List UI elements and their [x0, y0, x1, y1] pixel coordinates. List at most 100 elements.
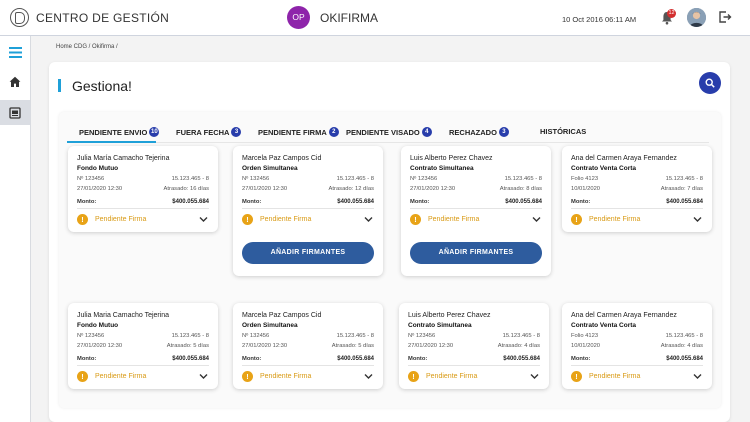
chevron-down-icon[interactable]: [532, 216, 541, 223]
amount-value: $400.055.684: [172, 199, 209, 205]
request-card[interactable]: Luis Alberto Perez Chavez Contrato Simul…: [401, 146, 551, 276]
request-card[interactable]: Ana del Carmen Araya Fernandez Contrato …: [562, 146, 712, 232]
signer-name: Ana del Carmen Araya Fernandez: [571, 312, 677, 319]
document-type: Orden Simultanea: [242, 165, 298, 172]
tab-label: HISTÓRICAS: [540, 127, 587, 136]
signer-rut: 15.123.465 - 8: [502, 333, 540, 339]
logout-icon[interactable]: [718, 10, 732, 24]
request-card[interactable]: Marcela Paz Campos Cid Orden Simultanea …: [233, 146, 383, 276]
org-avatar[interactable]: OP: [287, 6, 310, 29]
amount-label: Monto:: [571, 356, 591, 362]
amount-value: $400.055.684: [337, 199, 374, 205]
add-signers-button[interactable]: AÑADIR FIRMANTES: [242, 242, 374, 264]
chevron-down-icon[interactable]: [364, 216, 373, 223]
chevron-down-icon[interactable]: [530, 373, 539, 380]
tab-pendiente-envio[interactable]: PENDIENTE ENVIO 10: [79, 127, 160, 137]
delay-text: Atrasado: 4 días: [497, 343, 540, 349]
alert-icon: !: [77, 371, 88, 382]
alert-icon: !: [77, 214, 88, 225]
tab-label: FUERA FECHA: [176, 127, 230, 137]
delay-text: Atrasado: 8 días: [499, 186, 542, 192]
amount-value: $400.055.684: [666, 199, 703, 205]
document-number: Nº 132456: [242, 176, 270, 182]
chevron-down-icon[interactable]: [364, 373, 373, 380]
chevron-down-icon[interactable]: [199, 216, 208, 223]
chevron-down-icon[interactable]: [693, 216, 702, 223]
delay-text: Atrasado: 5 días: [331, 343, 374, 349]
signer-rut: 15.123.465 - 8: [504, 176, 542, 182]
tab-count-badge: 10: [149, 127, 160, 137]
amount-label: Monto:: [571, 199, 591, 205]
document-type: Fondo Mutuo: [77, 165, 119, 172]
amount-label: Monto:: [77, 356, 97, 362]
tab-rechazado[interactable]: RECHAZADO 3: [449, 127, 509, 137]
alert-icon: !: [410, 214, 421, 225]
status-text: Pendiente Firma: [589, 216, 641, 223]
card-divider: [571, 365, 703, 366]
amount-value: $400.055.684: [505, 199, 542, 205]
chevron-down-icon[interactable]: [693, 373, 702, 380]
signer-rut: 15.123.465 - 8: [336, 176, 374, 182]
signer-rut: 15.123.465 - 8: [171, 176, 209, 182]
status-text: Pendiente Firma: [260, 373, 312, 380]
card-divider: [77, 208, 209, 209]
signer-name: Luis Alberto Perez Chavez: [408, 312, 491, 319]
document-date: 27/01/2020 12:30: [408, 343, 454, 349]
sidebar-item-home[interactable]: [0, 69, 30, 94]
signer-rut: 15.123.465 - 8: [665, 333, 703, 339]
active-tab-indicator: [67, 141, 156, 143]
request-card[interactable]: Luis Alberto Perez Chavez Contrato Simul…: [399, 303, 549, 389]
tab-label: RECHAZADO: [449, 127, 497, 137]
delay-text: Atrasado: 7 días: [660, 186, 703, 192]
amount-label: Monto:: [242, 356, 262, 362]
menu-button[interactable]: [0, 40, 30, 65]
tabs-divider: [67, 142, 709, 143]
amount-value: $400.055.684: [666, 356, 703, 362]
tab-label: PENDIENTE ENVIO: [79, 127, 148, 137]
tab-pendiente-firma[interactable]: PENDIENTE FIRMA 2: [258, 127, 339, 137]
alert-icon: !: [242, 371, 253, 382]
document-number: Folio 4123: [571, 333, 599, 339]
signer-name: Julia María Camacho Tejerina: [77, 155, 170, 162]
top-header: CENTRO DE GESTIÓN OP OKIFIRMA 10 Oct 201…: [0, 0, 750, 36]
card-divider: [571, 208, 703, 209]
alert-icon: !: [408, 371, 419, 382]
document-number: Nº 132456: [242, 333, 270, 339]
delay-text: Atrasado: 5 días: [166, 343, 209, 349]
tab-pendiente-visado[interactable]: PENDIENTE VISADO 4: [346, 127, 432, 137]
search-icon: [705, 78, 715, 88]
delay-text: Atrasado: 4 días: [660, 343, 703, 349]
alert-icon: !: [571, 214, 582, 225]
tab-historicas[interactable]: HISTÓRICAS: [540, 127, 586, 136]
document-number: Nº 123456: [77, 176, 105, 182]
status-text: Pendiente Firma: [426, 373, 478, 380]
document-number: Nº 123456: [408, 333, 436, 339]
document-date: 27/01/2020 12:30: [242, 343, 288, 349]
add-signers-button[interactable]: AÑADIR FIRMANTES: [410, 242, 542, 264]
document-date: 27/01/2020 12:30: [77, 186, 123, 192]
document-date: 27/01/2020 12:30: [77, 343, 123, 349]
signer-rut: 15.123.465 - 8: [665, 176, 703, 182]
request-card[interactable]: Ana del Carmen Araya Fernandez Contrato …: [562, 303, 712, 389]
document-date: 27/01/2020 12:30: [410, 186, 456, 192]
document-type: Contrato Simultanea: [410, 165, 474, 172]
title-accent-bar: [58, 79, 61, 92]
chevron-down-icon[interactable]: [199, 373, 208, 380]
card-divider: [77, 365, 209, 366]
search-button[interactable]: [699, 72, 721, 94]
document-icon: [9, 106, 21, 119]
org-name[interactable]: OKIFIRMA: [320, 11, 379, 25]
amount-value: $400.055.684: [172, 356, 209, 362]
request-card[interactable]: Julia Maria Camacho Tejerina Fondo Mutuo…: [68, 303, 218, 389]
document-type: Contrato Simultanea: [408, 322, 472, 329]
breadcrumb[interactable]: Home CDG / Okifirma /: [56, 44, 118, 50]
request-card[interactable]: Julia María Camacho Tejerina Fondo Mutuo…: [68, 146, 218, 232]
sidebar-item-documents[interactable]: [0, 100, 30, 125]
hamburger-icon: [8, 47, 22, 58]
card-divider: [408, 365, 540, 366]
tab-fuera-fecha[interactable]: FUERA FECHA 3: [176, 127, 242, 137]
user-avatar[interactable]: [687, 8, 706, 27]
document-type: Fondo Mutuo: [77, 322, 119, 329]
request-card[interactable]: Marcela Paz Campos Cid Orden Simultanea …: [233, 303, 383, 389]
document-date: 10/01/2020: [571, 343, 601, 349]
